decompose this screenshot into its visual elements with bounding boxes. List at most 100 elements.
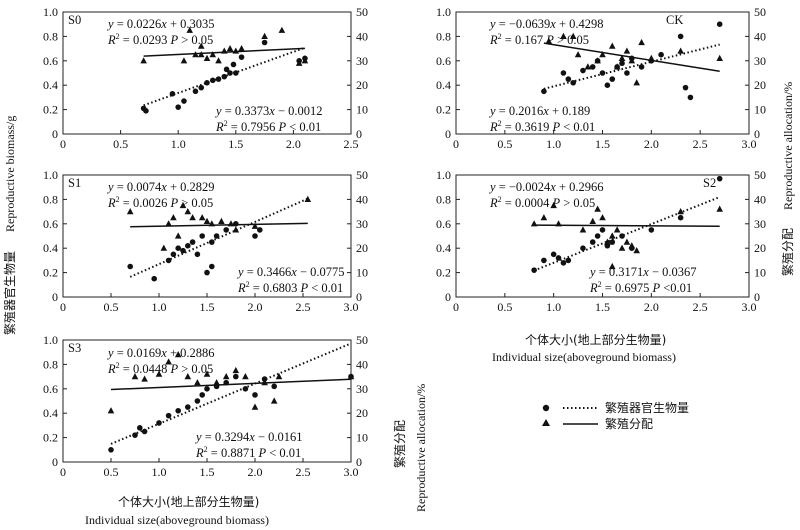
- data-point-biomass: [199, 392, 205, 398]
- data-point-biomass: [198, 84, 205, 91]
- x-tick-label: 2.0: [286, 137, 301, 151]
- data-point-allocation: [197, 51, 205, 58]
- data-point-allocation: [140, 57, 147, 64]
- data-point-biomass: [682, 84, 689, 91]
- x-tick-label: 3.0: [742, 137, 757, 151]
- data-point-biomass: [541, 257, 547, 264]
- data-point-allocation: [540, 214, 548, 221]
- data-point-biomass: [127, 263, 133, 270]
- y-left-tick-label: 0: [52, 455, 58, 469]
- data-point-biomass: [227, 70, 233, 76]
- data-point-allocation: [179, 201, 187, 209]
- y-left-tick-label: 0.2: [436, 266, 451, 280]
- data-point-allocation: [628, 57, 636, 64]
- x-title-en-right: Individual size(aboveground biomass): [492, 350, 676, 364]
- data-point-biomass: [589, 239, 596, 245]
- data-point-allocation: [218, 217, 225, 224]
- data-point-biomass: [189, 239, 196, 245]
- data-point-biomass: [175, 245, 181, 251]
- center-y-title-cn: 繁殖分配: [392, 420, 407, 468]
- y-left-tick-label: 0.8: [43, 357, 58, 371]
- y-right-tick-label: 40: [754, 29, 766, 43]
- y-left-tick-label: 0: [52, 127, 58, 141]
- allocation-r2: R2 = 0.0448 P > 0.05: [107, 361, 213, 376]
- data-point-allocation: [165, 358, 172, 365]
- y-right-tick-label: 30: [356, 382, 368, 396]
- biomass-r2: R2 = 0.7956 P < 0.01: [215, 119, 321, 134]
- data-point-biomass: [619, 60, 625, 67]
- allocation-equation: y = 0.0226x + 0.3035: [106, 17, 215, 31]
- data-point-biomass: [204, 269, 210, 276]
- data-point-allocation: [613, 63, 621, 70]
- data-point-allocation: [242, 373, 249, 380]
- regression-line-biomass: [533, 196, 721, 272]
- data-point-allocation: [174, 351, 182, 358]
- y-right-tick-label: 40: [356, 29, 368, 43]
- y-right-tick-label: 50: [356, 5, 368, 19]
- data-point-allocation: [192, 51, 199, 58]
- biomass-equation: y = 0.2016x + 0.189: [488, 104, 590, 118]
- x-tick-label: 1.5: [200, 300, 215, 314]
- data-point-allocation: [278, 26, 286, 33]
- y-right-tick-label: 0: [754, 127, 760, 141]
- data-point-biomass: [199, 233, 205, 239]
- data-point-allocation: [180, 57, 188, 64]
- data-point-allocation: [141, 375, 148, 382]
- y-left-tick-label: 1.0: [436, 5, 451, 19]
- data-point-allocation: [633, 247, 640, 254]
- x-tick-label: 1.0: [152, 300, 167, 314]
- data-point-biomass: [604, 82, 611, 88]
- data-point-biomass: [271, 383, 278, 390]
- data-point-biomass: [223, 379, 229, 386]
- data-point-allocation: [238, 45, 245, 52]
- data-point-allocation: [226, 45, 234, 52]
- data-point-biomass: [609, 239, 616, 245]
- data-point-biomass: [252, 233, 258, 239]
- data-point-allocation: [604, 238, 611, 245]
- y-right-tick-label: 10: [356, 103, 368, 117]
- x-tick-label: 2.5: [693, 137, 708, 151]
- y-left-tick-label: 0.4: [43, 406, 58, 420]
- y-right-tick-label: 10: [754, 266, 766, 280]
- data-point-biomass: [213, 233, 220, 239]
- data-point-allocation: [160, 244, 168, 251]
- data-point-allocation: [613, 226, 621, 233]
- y-right-tick-label: 10: [356, 266, 368, 280]
- data-point-allocation: [165, 220, 172, 227]
- x-tick-label: 2.0: [644, 300, 659, 314]
- y-left-tick-label: 0.6: [436, 54, 451, 68]
- data-point-biomass: [609, 76, 616, 82]
- panel-ck: 0 0.5 1.0 1.5 2.0 2.5 3.000.20.40.60.81.001020…: [436, 5, 766, 151]
- data-point-biomass: [716, 175, 723, 182]
- x-tick-label: 1.5: [595, 300, 610, 314]
- data-point-biomass: [541, 88, 547, 95]
- x-tick-label: 1.0: [546, 300, 561, 314]
- data-point-biomass: [570, 79, 576, 86]
- data-point-biomass: [204, 79, 210, 86]
- x-tick-label: 0.5: [497, 137, 512, 151]
- biomass-r2: R2 = 0.8871 P < 0.01: [195, 445, 301, 460]
- y-right-tick-label: 50: [356, 333, 368, 347]
- data-point-allocation: [251, 403, 259, 410]
- data-point-biomass: [238, 54, 245, 60]
- data-point-allocation: [594, 205, 601, 212]
- data-point-biomass: [141, 428, 148, 435]
- data-point-biomass: [137, 425, 143, 431]
- y-right-tick-label: 50: [754, 5, 766, 19]
- y-left-tick-label: 0.8: [43, 192, 58, 206]
- regression-line-allocation: [110, 378, 352, 391]
- y-left-tick-label: 0.2: [436, 103, 451, 117]
- data-point-biomass: [170, 251, 177, 258]
- data-point-allocation: [131, 373, 139, 380]
- data-point-biomass: [209, 263, 215, 270]
- x-tick-label: 3.0: [742, 300, 757, 314]
- y-left-tick-label: 0: [52, 290, 58, 304]
- x-tick-label: 2.5: [344, 137, 359, 151]
- x-tick-label: 0: [453, 137, 459, 151]
- x-tick-label: 2.5: [296, 300, 311, 314]
- y-left-tick-label: 0.2: [43, 103, 58, 117]
- data-point-allocation: [648, 54, 655, 61]
- data-point-biomass: [555, 255, 562, 261]
- data-point-allocation: [347, 373, 355, 380]
- data-point-allocation: [213, 379, 220, 386]
